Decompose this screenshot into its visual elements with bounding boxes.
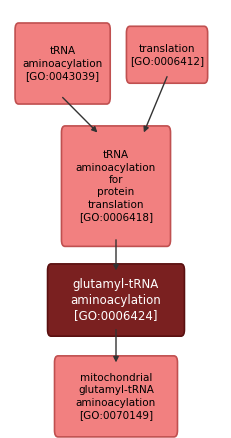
Text: translation
[GO:0006412]: translation [GO:0006412] [129,43,203,66]
Text: glutamyl-tRNA
aminoacylation
[GO:0006424]: glutamyl-tRNA aminoacylation [GO:0006424… [70,278,161,322]
FancyBboxPatch shape [54,356,177,437]
FancyBboxPatch shape [15,23,110,104]
FancyBboxPatch shape [47,264,184,336]
FancyBboxPatch shape [126,26,207,83]
FancyBboxPatch shape [61,126,170,247]
Text: tRNA
aminoacylation
[GO:0043039]: tRNA aminoacylation [GO:0043039] [22,46,102,81]
Text: mitochondrial
glutamyl-tRNA
aminoacylation
[GO:0070149]: mitochondrial glutamyl-tRNA aminoacylati… [76,373,155,420]
Text: tRNA
aminoacylation
for
protein
translation
[GO:0006418]: tRNA aminoacylation for protein translat… [76,150,155,222]
